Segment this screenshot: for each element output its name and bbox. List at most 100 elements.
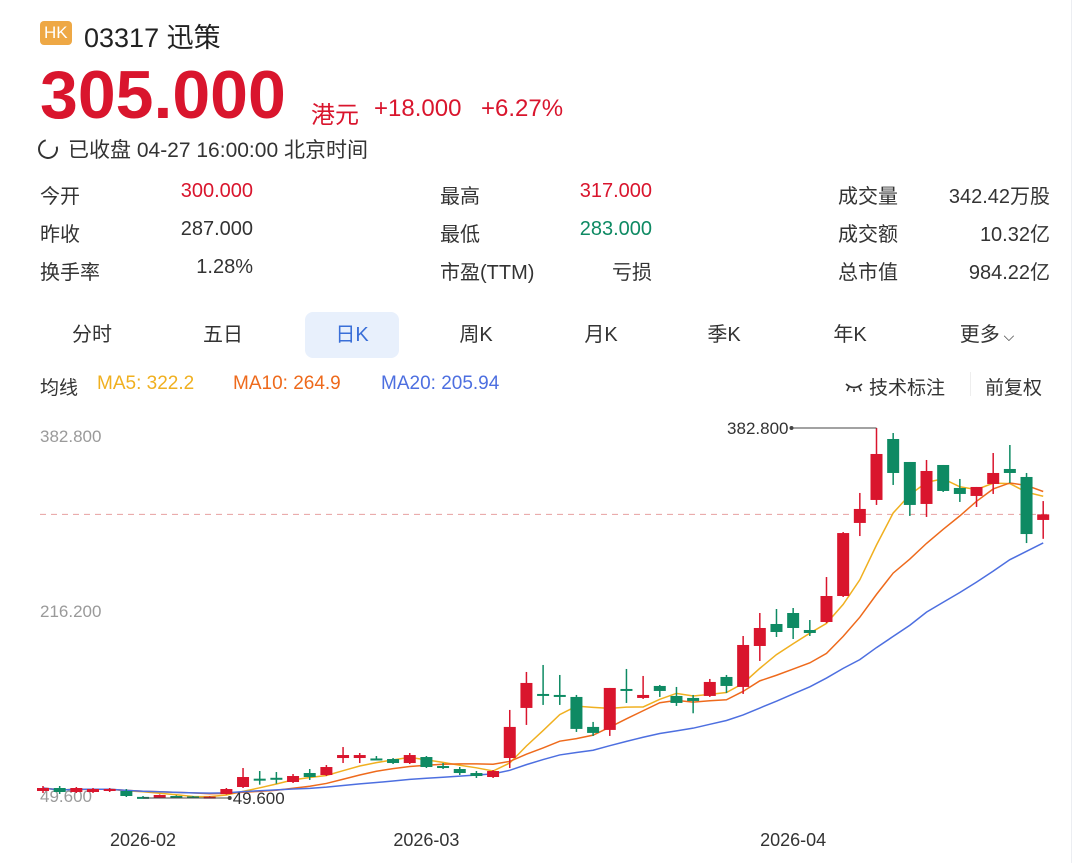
tab-label: 日K bbox=[335, 324, 369, 346]
stat-label: 最高 bbox=[440, 186, 480, 208]
tab-4[interactable]: 月K bbox=[554, 312, 648, 358]
tab-label: 更多 bbox=[959, 324, 1000, 346]
tab-3[interactable]: 周K bbox=[429, 312, 523, 358]
candle-body bbox=[470, 773, 483, 777]
current-price: 305.000 bbox=[40, 57, 286, 133]
tab-2[interactable]: 日K bbox=[305, 312, 399, 358]
candle-body bbox=[403, 755, 416, 764]
ma-legend-title: 均线 bbox=[40, 378, 79, 399]
candle-body bbox=[853, 508, 866, 523]
candle-body bbox=[870, 453, 883, 500]
candle-body bbox=[387, 759, 400, 764]
ma5-legend: MA5: 322.2 bbox=[97, 373, 195, 394]
candle-body bbox=[703, 681, 716, 696]
chevron-down-icon: ⌵ bbox=[999, 328, 1015, 344]
candle-body bbox=[320, 767, 333, 776]
stat-label: 昨收 bbox=[40, 224, 80, 246]
candle-body bbox=[303, 773, 316, 778]
tab-5[interactable]: 季K bbox=[677, 312, 771, 358]
candle-body bbox=[753, 627, 766, 646]
candle-body bbox=[537, 693, 550, 696]
stat-label: 最低 bbox=[440, 224, 480, 246]
candle-body bbox=[503, 726, 516, 759]
candle-body bbox=[1003, 468, 1016, 473]
tab-label: 周K bbox=[459, 324, 493, 346]
tab-label: 月K bbox=[584, 324, 618, 346]
tab-label: 年K bbox=[833, 324, 867, 346]
ma20-line bbox=[42, 542, 1044, 794]
stat-label: 成交额 bbox=[838, 224, 898, 246]
candle-body bbox=[1037, 514, 1050, 520]
candle-body bbox=[153, 795, 166, 798]
candle-body bbox=[587, 726, 600, 733]
currency-unit: 港元 bbox=[311, 102, 359, 129]
max-annotation-dot bbox=[789, 426, 794, 430]
stat-value: 342.42万股 bbox=[948, 186, 1050, 208]
stat-label: 换手率 bbox=[40, 262, 100, 284]
x-tick-label: 2026-04 bbox=[760, 830, 826, 850]
price-change: +18.000 bbox=[374, 95, 462, 122]
candle-body bbox=[87, 789, 100, 793]
stat-value: 1.28% bbox=[196, 256, 253, 278]
stat-label: 成交量 bbox=[838, 186, 898, 208]
candle-body bbox=[487, 771, 500, 778]
candle-body bbox=[53, 788, 66, 793]
ma10-line bbox=[42, 482, 1044, 795]
y-tick-label: 382.800 bbox=[40, 427, 101, 446]
candle-body bbox=[737, 644, 750, 687]
candle-body bbox=[837, 533, 850, 597]
stat-label: 今开 bbox=[40, 186, 80, 208]
candle-body bbox=[337, 755, 350, 759]
refresh-icon[interactable] bbox=[34, 135, 62, 163]
candle-body bbox=[637, 694, 650, 698]
tab-7[interactable]: 更多 ⌵ bbox=[940, 312, 1034, 358]
candle-body bbox=[437, 766, 450, 769]
candle-body bbox=[237, 777, 250, 788]
tab-label: 分时 bbox=[72, 324, 112, 346]
kline-chart[interactable]: 382.800 216.200 49.600 2026-02 2026-03 2026-0… bbox=[0, 400, 1080, 863]
min-annotation-dot bbox=[227, 796, 232, 800]
candle-body bbox=[803, 629, 816, 633]
ma5-line bbox=[42, 477, 1044, 798]
price-change-pct: +6.27% bbox=[481, 95, 564, 122]
stat-value: 287.000 bbox=[180, 218, 253, 240]
candle-body bbox=[553, 694, 566, 697]
candle-body bbox=[453, 769, 466, 774]
card-border bbox=[1071, 0, 1072, 863]
candle-body bbox=[187, 796, 200, 799]
tab-6[interactable]: 年K bbox=[803, 312, 897, 358]
adjustment-toggle[interactable]: 前复权 bbox=[985, 378, 1043, 399]
candle-body bbox=[970, 486, 983, 496]
candle-body bbox=[937, 464, 950, 491]
tab-label: 五日 bbox=[203, 324, 243, 346]
stat-label: 总市值 bbox=[838, 262, 898, 284]
candle-body bbox=[687, 697, 700, 701]
candle-body bbox=[520, 682, 533, 708]
candle-body bbox=[70, 788, 83, 793]
stat-value: 984.22亿 bbox=[968, 262, 1050, 284]
candle-body bbox=[720, 676, 733, 686]
candle-body bbox=[253, 778, 266, 781]
candle-body bbox=[620, 688, 633, 691]
candle-body bbox=[987, 472, 1000, 484]
stat-value: 283.000 bbox=[579, 218, 652, 240]
max-price-label: 382.800 bbox=[727, 419, 788, 438]
candle-body bbox=[287, 776, 300, 783]
candle-body bbox=[787, 613, 800, 628]
tab-1[interactable]: 五日 bbox=[176, 312, 270, 358]
stock-title: 03317 迅策 bbox=[84, 23, 221, 53]
stat-value: 10.32亿 bbox=[979, 224, 1050, 246]
candle-body bbox=[603, 687, 616, 730]
candle-body bbox=[953, 487, 966, 494]
x-tick-label: 2026-03 bbox=[393, 830, 459, 850]
candle-body bbox=[220, 789, 233, 795]
candle-body bbox=[570, 696, 583, 729]
technical-annotation-label: 技术标注 bbox=[869, 378, 946, 399]
tab-0[interactable]: 分时 bbox=[45, 312, 139, 358]
technical-annotation-button[interactable]: 技术标注 bbox=[845, 373, 945, 400]
stat-label: 市盈(TTM) bbox=[440, 262, 535, 284]
candle-body bbox=[103, 789, 116, 792]
min-price-label: 49.600 bbox=[233, 789, 285, 808]
tab-label: 季K bbox=[707, 324, 741, 346]
stat-value: 317.000 bbox=[579, 180, 652, 202]
